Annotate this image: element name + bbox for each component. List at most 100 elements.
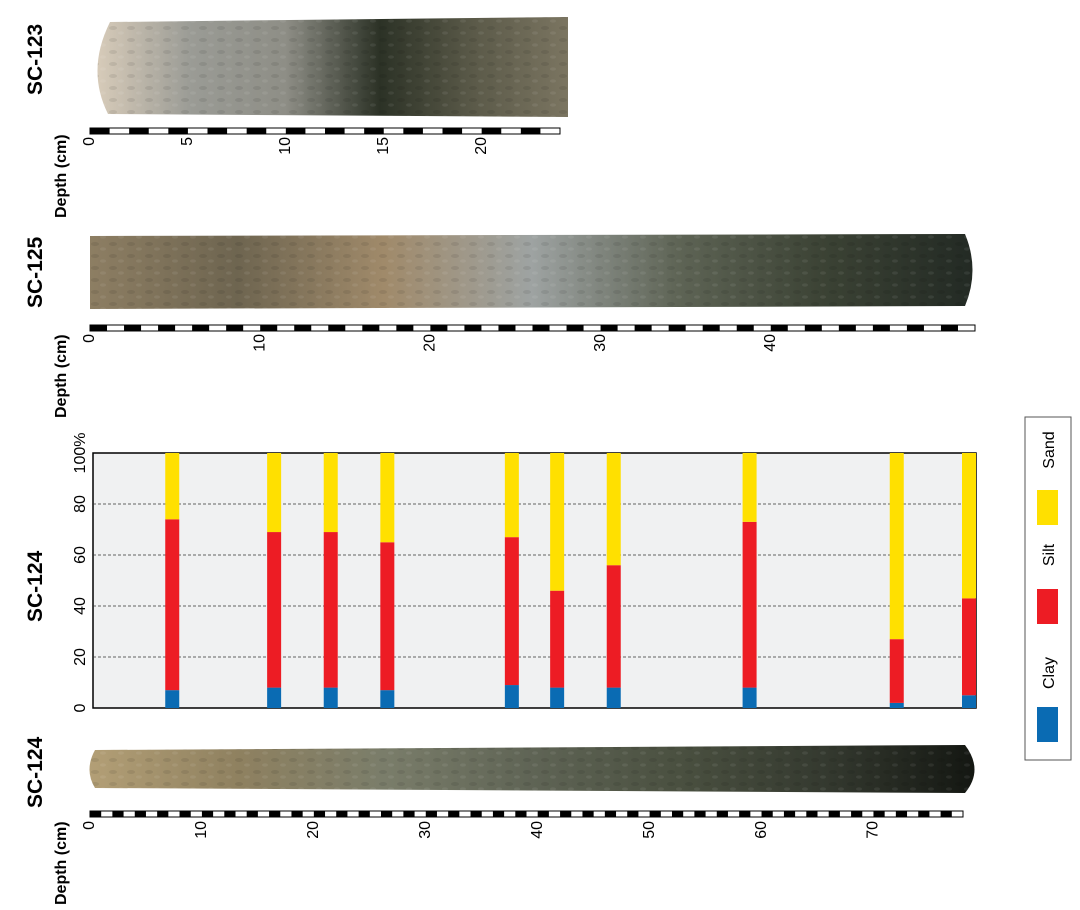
bar-clay-5 [550,687,565,708]
depth-axis-label-sc-123: Depth (cm) [53,134,70,218]
bar-clay-7 [742,687,757,708]
depth-axis-label-sc-125: Depth (cm) [53,334,70,418]
scale-segment [336,811,348,817]
scale-segment [124,325,142,331]
grid-lines [93,503,976,658]
scale-segment [770,325,788,331]
legend-swatch-clay [1037,707,1058,742]
scale-segment [358,811,370,817]
bar-sand-2 [323,453,338,533]
scale-segment [157,811,169,817]
y-tick-label: 0 [72,703,89,712]
bar-clay-3 [380,690,395,708]
scale-segment [470,811,482,817]
depth-ticks-sc-124: 0 10 20 30 40 50 60 70 [81,821,881,839]
depth-tick-label-sc-123: 5 [179,137,196,146]
legend-label-silt: Silt [1041,543,1058,566]
core-photo-sc-125 [90,234,973,309]
bar-sand-4 [504,453,519,538]
scale-segment [672,811,684,817]
scale-segment [224,811,236,817]
depth-tick-label-sc-124: 30 [417,821,434,839]
core-label-sc-124: SC-124 [24,736,47,808]
scale-segment [325,128,345,134]
scale-segment [260,325,278,331]
scale-segment [430,325,448,331]
y-tick-label: 60 [72,546,89,564]
scale-segment [668,325,686,331]
scale-segment [604,811,617,817]
scale-segment [112,811,124,817]
y-tick-label: 20 [72,648,89,666]
scale-segment [285,128,306,134]
bar-silt-8 [889,639,904,703]
scale-segment [291,811,303,817]
scale-segment [90,128,110,134]
legend: Clay Silt Sand [1024,416,1072,761]
scale-segment [207,128,228,134]
depth-tick-label-sc-124: 10 [193,821,210,839]
depth-tick-label-sc-123: 0 [81,137,98,146]
bar-sand-5 [550,453,565,591]
depth-tick-label-sc-125: 10 [251,334,268,352]
scale-segment [364,128,384,134]
depth-ticks-sc-123: 0 5 10 15 20 [81,137,490,155]
scale-segment [158,325,176,331]
scale-segment [328,325,346,331]
scale-segment [702,325,720,331]
scale-segment [532,325,550,331]
plot-area [92,452,977,709]
scale-segment [134,811,146,817]
scale-segment [168,128,188,134]
bar-clay-6 [606,687,621,708]
y-axis-ticks: 0 20 40 60 80 100% [72,433,89,713]
scale-segment [627,811,639,817]
scale-segment [201,811,214,817]
scale-segment [851,811,863,817]
bar-clay-9 [962,695,976,708]
scale-segment [716,811,728,817]
core-sc-124: SC-124 0 10 20 30 40 50 60 70 Depth (cm) [24,736,975,905]
core-photo-sc-124 [89,745,975,793]
scale-segment [872,325,890,331]
depth-tick-label-sc-125: 30 [592,334,609,352]
scale-segment [736,325,754,331]
depth-tick-label-sc-124: 70 [865,821,882,839]
depth-tick-label-sc-123: 15 [375,137,392,155]
scale-segment [362,325,380,331]
scale-segment [403,128,423,134]
scale-segment [895,811,908,817]
scale-segment [600,325,618,331]
bar-sand-3 [380,453,395,543]
scale-segment [269,811,281,817]
scale-segment [425,811,437,817]
scale-segment [634,325,652,331]
scale-segment [179,811,191,817]
scale-segment [566,325,584,331]
bar-silt-5 [550,590,565,688]
scale-segment [582,811,594,817]
bar-silt-7 [742,521,757,688]
depth-tick-label-sc-124: 0 [81,821,98,830]
scale-segment [940,811,952,817]
bar-silt-2 [323,532,338,688]
scale-segment [492,811,505,817]
scale-segment [515,811,527,817]
bar-sand-7 [742,453,757,522]
legend-label-sand: Sand [1041,431,1058,468]
scale-segment [90,811,102,817]
depth-scale-sc-124 [89,810,964,818]
core-sc-123: SC-123 0 5 10 15 20 Depth (cm) [24,17,568,218]
bar-silt-3 [380,542,395,691]
scale-segment [838,325,856,331]
core-sc-125: SC-125 0 10 20 30 40 Depth (cm) [24,234,976,418]
bar-sand-9 [962,453,976,599]
scale-segment [403,811,415,817]
depth-tick-label-sc-124: 40 [529,821,546,839]
scale-segment [873,811,885,817]
depth-tick-label-sc-124: 60 [753,821,770,839]
bar-silt-6 [606,565,621,688]
scale-segment [246,811,258,817]
bar-clay-4 [504,685,519,708]
